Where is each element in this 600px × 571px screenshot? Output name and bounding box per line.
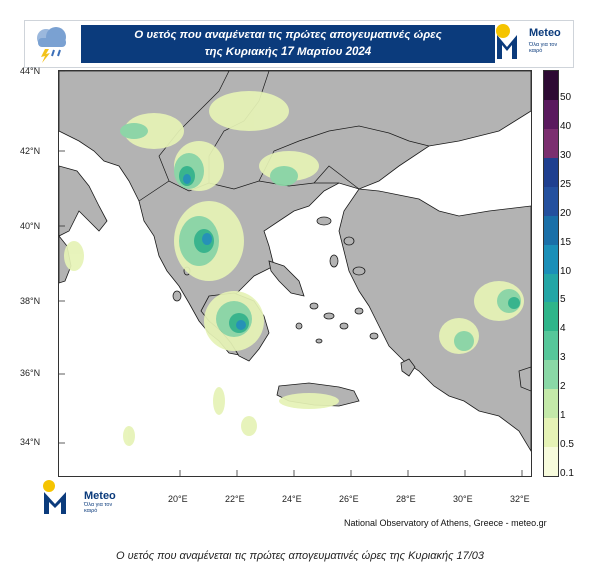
colorbar-segment — [544, 99, 558, 130]
image-caption: Ο υετός που αναμένεται τις πρώτες απογευ… — [115, 550, 485, 562]
colorbar-label: 4 — [560, 323, 566, 335]
map-header: Ο υετός που αναμένεται τις πρώτες απογευ… — [24, 20, 574, 68]
colorbar-label: 25 — [560, 178, 572, 190]
colorbar-label: 0.5 — [560, 439, 574, 451]
colorbar-segment — [544, 302, 558, 332]
colorbar-segment — [544, 331, 558, 361]
rain-cloud-icon — [37, 27, 66, 63]
colorbar-label: 2 — [560, 381, 566, 393]
colorbar-segment — [544, 273, 558, 303]
precipitation-overlay — [64, 91, 524, 446]
map-credit: National Observatory of Athens, Greece -… — [344, 518, 547, 528]
lat-label-34n: 34°N — [20, 437, 41, 447]
colorbar-segment — [544, 389, 558, 419]
colorbar-label: 5 — [560, 294, 566, 306]
map-title: Ο υετός που αναμένεται τις πρώτες απογευ… — [81, 25, 495, 63]
colorbar-label: 20 — [560, 207, 572, 219]
lon-label-26e: 26°E — [339, 494, 359, 504]
colorbar-segment — [544, 418, 558, 448]
colorbar-segment — [544, 157, 558, 188]
map-canvas — [59, 71, 531, 476]
colorbar-segment — [544, 447, 558, 477]
precipitation-colorbar — [543, 70, 559, 477]
colorbar-segment — [544, 186, 558, 217]
lon-label-32e: 32°E — [510, 494, 530, 504]
lat-label-36n: 36°N — [20, 368, 41, 378]
colorbar-label: 15 — [560, 236, 572, 248]
meteo-logo: Meteo Όλα για τον καιρό — [493, 23, 569, 65]
colorbar-label: 30 — [560, 149, 572, 161]
lon-label-20e: 20°E — [168, 494, 188, 504]
colorbar-label: 50 — [560, 91, 572, 103]
lon-label-28e: 28°E — [396, 494, 416, 504]
graticule-ticks — [59, 71, 523, 476]
colorbar-segment — [544, 71, 558, 101]
lat-label-44n: 44°N — [20, 66, 41, 76]
footer-logo-tagline: Όλα για τον καιρό — [84, 502, 113, 514]
precipitation-map — [58, 70, 532, 477]
footer-meteo-m-icon — [43, 480, 66, 514]
logo-tagline: Όλα για τον καιρό — [529, 42, 558, 54]
colorbar-label: 10 — [560, 265, 572, 277]
lon-label-30e: 30°E — [453, 494, 473, 504]
colorbar-segment — [544, 360, 558, 390]
footer-meteo-logo: Meteo Όλα για τον καιρό — [40, 480, 140, 516]
colorbar-label: 40 — [560, 120, 572, 132]
colorbar-segment — [544, 244, 558, 274]
lon-label-22e: 22°E — [225, 494, 245, 504]
colorbar-label: 3 — [560, 352, 566, 364]
lon-label-24e: 24°E — [282, 494, 302, 504]
lat-label-40n: 40°N — [20, 221, 41, 231]
lat-label-38n: 38°N — [20, 296, 41, 306]
colorbar-label: 0.1 — [560, 468, 574, 479]
meteo-m-icon — [496, 24, 517, 59]
logo-name: Meteo — [529, 27, 561, 39]
footer-logo-name: Meteo — [84, 490, 116, 502]
colorbar-segment — [544, 128, 558, 159]
colorbar-label: 1 — [560, 410, 566, 422]
colorbar-segment — [544, 215, 558, 246]
title-line-2: της Κυριακής 17 Μαρτίου 2024 — [204, 46, 372, 58]
title-line-1: Ο υετός που αναμένεται τις πρώτες απογευ… — [134, 29, 442, 41]
lat-label-42n: 42°N — [20, 146, 41, 156]
